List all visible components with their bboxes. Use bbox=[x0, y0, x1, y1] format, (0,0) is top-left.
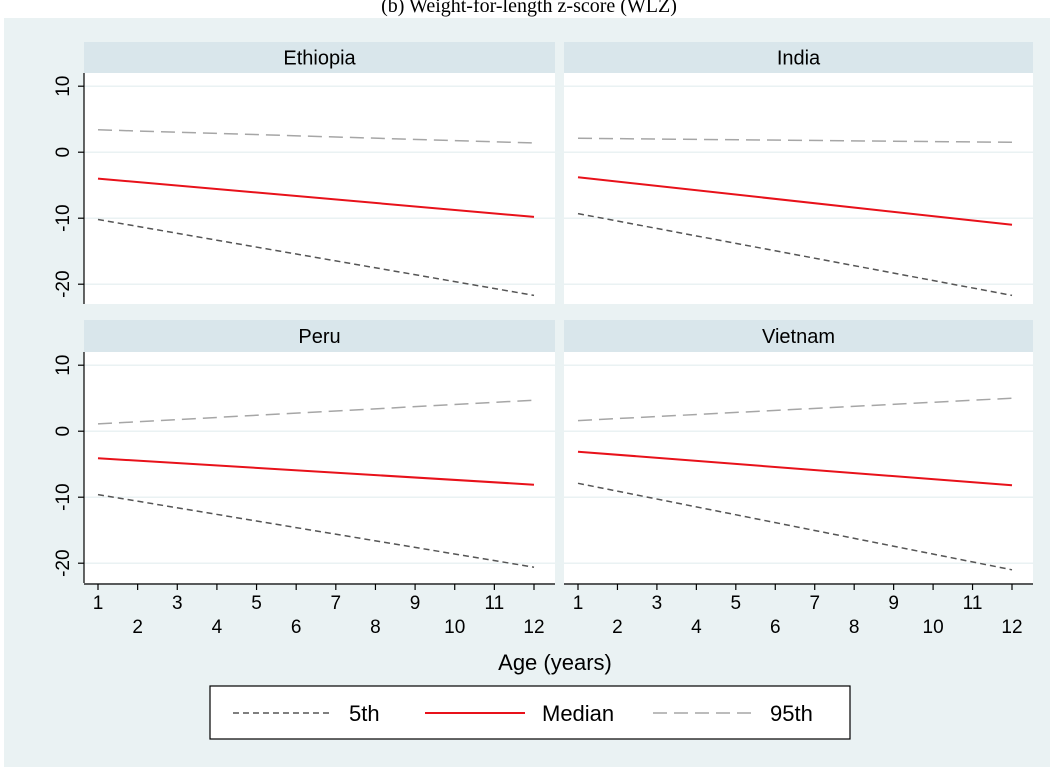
plot-area bbox=[84, 73, 555, 304]
panel-strip bbox=[564, 42, 1033, 73]
series-line-95th bbox=[577, 137, 1013, 144]
panel-vietnam: Vietnam 1 3 5 7 9 11 2 4 6 8 10 12 bbox=[564, 320, 1033, 638]
series-line-5th bbox=[577, 212, 1013, 297]
plot-area bbox=[564, 73, 1033, 304]
x-tick-label: 5 bbox=[251, 593, 262, 614]
x-tick-label: 1 bbox=[573, 593, 584, 614]
x-tick-label: 11 bbox=[484, 593, 504, 614]
panel-strip bbox=[84, 42, 555, 73]
y-tick-label: 10 bbox=[53, 76, 74, 97]
panel-strip bbox=[84, 320, 555, 352]
x-tick-label: 3 bbox=[172, 593, 183, 614]
x-tick-label: 12 bbox=[1001, 617, 1022, 638]
series-line-median bbox=[97, 177, 535, 218]
x-tick-label: 4 bbox=[212, 617, 223, 638]
x-tick-label: 7 bbox=[809, 593, 820, 614]
series-line-median bbox=[577, 176, 1013, 226]
x-tick-label: 8 bbox=[370, 617, 381, 638]
series-line-5th bbox=[97, 218, 535, 297]
series-line-95th bbox=[577, 397, 1013, 422]
series-line-median bbox=[97, 457, 535, 486]
panel-title: India bbox=[777, 48, 821, 70]
plot-area bbox=[84, 352, 555, 583]
x-tick-label: 9 bbox=[888, 593, 899, 614]
panel-title: Ethiopia bbox=[283, 48, 356, 70]
x-tick-label: 10 bbox=[923, 617, 944, 638]
chart-title: (b) Weight-for-length z-score (WLZ) bbox=[381, 0, 677, 17]
panels: Ethiopia 10 0 -10 -20 India Peru 10 0 -10 -20 1 3 5 7 9… bbox=[53, 42, 1033, 638]
x-tick-label: 11 bbox=[963, 593, 983, 614]
x-tick-label: 9 bbox=[410, 593, 421, 614]
series-line-95th bbox=[97, 399, 535, 425]
x-tick-label: 8 bbox=[849, 617, 860, 638]
y-tick-label: -10 bbox=[53, 204, 74, 231]
x-tick-label: 7 bbox=[331, 593, 342, 614]
series-line-95th bbox=[97, 129, 535, 144]
y-tick-label: -20 bbox=[53, 270, 74, 297]
panel-strip bbox=[564, 320, 1033, 352]
y-tick-label: 10 bbox=[53, 355, 74, 376]
panel-india: India bbox=[564, 42, 1033, 304]
panel-title: Vietnam bbox=[762, 326, 835, 348]
x-axis-label: Age (years) bbox=[498, 650, 612, 675]
plot-area bbox=[564, 352, 1033, 583]
legend: 5th Median 95th bbox=[209, 685, 851, 740]
x-tick-label: 1 bbox=[93, 593, 104, 614]
series-line-5th bbox=[577, 482, 1013, 571]
legend-label-5th: 5th bbox=[349, 701, 380, 726]
legend-label-95th: 95th bbox=[770, 701, 813, 726]
panel-ethiopia: Ethiopia 10 0 -10 -20 bbox=[53, 42, 555, 304]
x-tick-label: 6 bbox=[770, 617, 781, 638]
x-tick-label: 2 bbox=[612, 617, 623, 638]
x-tick-label: 6 bbox=[291, 617, 302, 638]
x-tick-label: 10 bbox=[444, 617, 465, 638]
x-tick-label: 5 bbox=[731, 593, 742, 614]
y-tick-label: 0 bbox=[53, 147, 74, 158]
panel-peru: Peru 10 0 -10 -20 1 3 5 7 9 11 2 4 6 8 10 12 bbox=[53, 320, 555, 638]
x-tick-label: 12 bbox=[523, 617, 544, 638]
series-line-5th bbox=[97, 493, 535, 568]
legend-label-median: Median bbox=[542, 701, 614, 726]
x-tick-label: 2 bbox=[132, 617, 143, 638]
x-tick-label: 3 bbox=[652, 593, 663, 614]
y-tick-label: 0 bbox=[53, 426, 74, 437]
y-tick-label: -20 bbox=[53, 549, 74, 576]
series-line-median bbox=[577, 450, 1013, 487]
y-tick-label: -10 bbox=[53, 483, 74, 510]
panel-title: Peru bbox=[298, 326, 340, 348]
x-tick-label: 4 bbox=[691, 617, 702, 638]
